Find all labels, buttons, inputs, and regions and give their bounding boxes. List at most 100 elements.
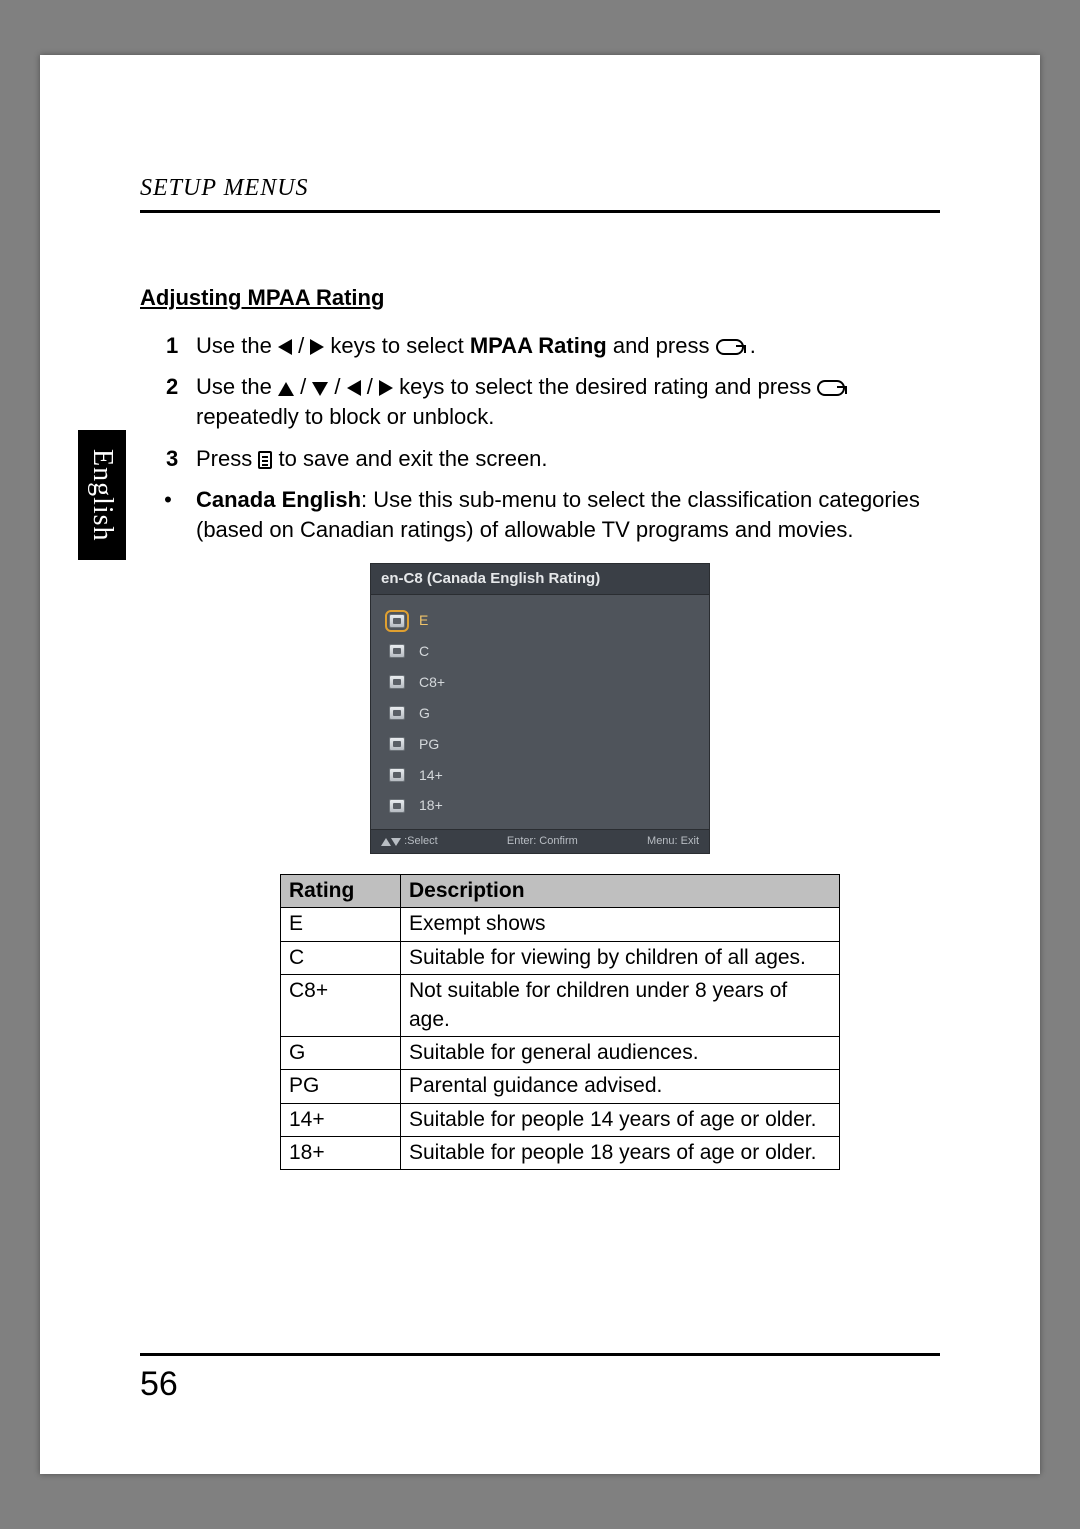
up-arrow-icon xyxy=(381,838,391,846)
table-row: PGParental guidance advised. xyxy=(281,1070,840,1103)
cell-rating: PG xyxy=(281,1070,401,1103)
text: / xyxy=(300,374,312,399)
bold-text: MPAA Rating xyxy=(470,333,607,358)
content-frame: SETUP MENUS English Adjusting MPAA Ratin… xyxy=(140,175,940,1354)
cell-description: Suitable for people 14 years of age or o… xyxy=(401,1103,840,1136)
checkbox-icon xyxy=(389,706,405,720)
step-number: 2 xyxy=(166,372,196,431)
left-arrow-icon xyxy=(347,380,361,396)
step-number: 3 xyxy=(166,444,196,474)
text: keys to select the desired rating and pr… xyxy=(399,374,817,399)
osd-row: PG xyxy=(387,729,693,760)
osd-row-label: G xyxy=(419,704,430,723)
checkbox-icon xyxy=(389,614,405,628)
osd-row-label: C8+ xyxy=(419,673,445,692)
table-header-row: Rating Description xyxy=(281,875,840,908)
osd-body: EC C8+ G PG 14+ 18+ xyxy=(370,595,710,830)
cell-rating: E xyxy=(281,908,401,941)
manual-page: SETUP MENUS English Adjusting MPAA Ratin… xyxy=(40,55,1040,1474)
text: / xyxy=(334,374,346,399)
osd-row: C8+ xyxy=(387,667,693,698)
step-number: 1 xyxy=(166,331,196,361)
osd-row-label: E xyxy=(419,611,428,630)
language-tab-label: English xyxy=(86,449,118,542)
osd-foot-select: :Select xyxy=(381,834,438,849)
table-row: 14+Suitable for people 14 years of age o… xyxy=(281,1103,840,1136)
step-1: 1 Use the / keys to select MPAA Rating a… xyxy=(166,331,940,361)
text: . xyxy=(750,333,756,358)
table-row: CSuitable for viewing by children of all… xyxy=(281,941,840,974)
right-arrow-icon xyxy=(310,339,324,355)
cell-description: Exempt shows xyxy=(401,908,840,941)
col-description: Description xyxy=(401,875,840,908)
section-subhead: Adjusting MPAA Rating xyxy=(140,283,940,313)
right-arrow-icon xyxy=(379,380,393,396)
text: Press xyxy=(196,446,258,471)
osd-menu-screenshot: en-C8 (Canada English Rating) EC C8+ G PG 14… xyxy=(370,563,710,854)
osd-row-label: 18+ xyxy=(419,796,443,815)
table-row: GSuitable for general audiences. xyxy=(281,1036,840,1069)
text: / xyxy=(367,374,379,399)
osd-row: 14+ xyxy=(387,760,693,791)
text: repeatedly to block or unblock. xyxy=(196,404,494,429)
text: Use the xyxy=(196,333,278,358)
cell-rating: G xyxy=(281,1036,401,1069)
osd-row: 18+ xyxy=(387,790,693,821)
osd-foot-menu: Menu: Exit xyxy=(647,834,699,849)
ratings-table: Rating Description EExempt showsCSuitabl… xyxy=(280,874,840,1170)
osd-foot-enter: Enter: Confirm xyxy=(507,834,578,849)
osd-row-label: C xyxy=(419,642,429,661)
cell-description: Suitable for viewing by children of all … xyxy=(401,941,840,974)
checkbox-icon xyxy=(389,799,405,813)
cell-description: Suitable for people 18 years of age or o… xyxy=(401,1136,840,1169)
text: Use the xyxy=(196,374,278,399)
osd-row-label: PG xyxy=(419,735,439,754)
text: keys to select xyxy=(330,333,469,358)
down-arrow-icon xyxy=(391,838,401,846)
step-3: 3 Press to save and exit the screen. xyxy=(166,444,940,474)
bullet-body: Canada English: Use this sub-menu to sel… xyxy=(196,485,940,544)
enter-icon xyxy=(716,339,744,355)
text: :Select xyxy=(404,835,438,847)
step-text: Use the / keys to select MPAA Rating and… xyxy=(196,331,940,361)
bullet-marker: • xyxy=(140,485,196,544)
table-row: C8+Not suitable for children under 8 yea… xyxy=(281,975,840,1037)
col-rating: Rating xyxy=(281,875,401,908)
checkbox-icon xyxy=(389,768,405,782)
osd-row-label: 14+ xyxy=(419,766,443,785)
down-arrow-icon xyxy=(312,382,328,396)
checkbox-icon xyxy=(389,737,405,751)
left-arrow-icon xyxy=(278,339,292,355)
text: to save and exit the screen. xyxy=(278,446,547,471)
text: / xyxy=(298,333,310,358)
cell-description: Suitable for general audiences. xyxy=(401,1036,840,1069)
cell-description: Parental guidance advised. xyxy=(401,1070,840,1103)
cell-description: Not suitable for children under 8 years … xyxy=(401,975,840,1037)
osd-footer: :Select Enter: Confirm Menu: Exit xyxy=(370,830,710,854)
language-tab: English xyxy=(78,430,126,560)
text: and press xyxy=(613,333,716,358)
osd-title: en-C8 (Canada English Rating) xyxy=(370,563,710,595)
bullet-lead-bold: Canada English xyxy=(196,487,361,512)
up-arrow-icon xyxy=(278,382,294,396)
osd-row: C xyxy=(387,636,693,667)
checkbox-icon xyxy=(389,675,405,689)
running-head: SETUP MENUS xyxy=(140,175,940,210)
enter-icon xyxy=(817,380,845,396)
table-row: 18+Suitable for people 18 years of age o… xyxy=(281,1136,840,1169)
footer-rule xyxy=(140,1353,940,1356)
body-content: Adjusting MPAA Rating 1 Use the / keys t… xyxy=(140,213,940,1170)
cell-rating: 14+ xyxy=(281,1103,401,1136)
cell-rating: C8+ xyxy=(281,975,401,1037)
bullet-item: • Canada English: Use this sub-menu to s… xyxy=(140,485,940,544)
table-row: EExempt shows xyxy=(281,908,840,941)
checkbox-icon xyxy=(389,644,405,658)
cell-rating: C xyxy=(281,941,401,974)
page-number: 56 xyxy=(140,1365,178,1404)
step-text: Use the / / / keys to select the desired… xyxy=(196,372,940,431)
step-text: Press to save and exit the screen. xyxy=(196,444,940,474)
osd-row: G xyxy=(387,698,693,729)
osd-row: E xyxy=(387,605,693,636)
menu-list-icon xyxy=(258,451,272,469)
step-2: 2 Use the / / / keys to select the desir… xyxy=(166,372,940,431)
